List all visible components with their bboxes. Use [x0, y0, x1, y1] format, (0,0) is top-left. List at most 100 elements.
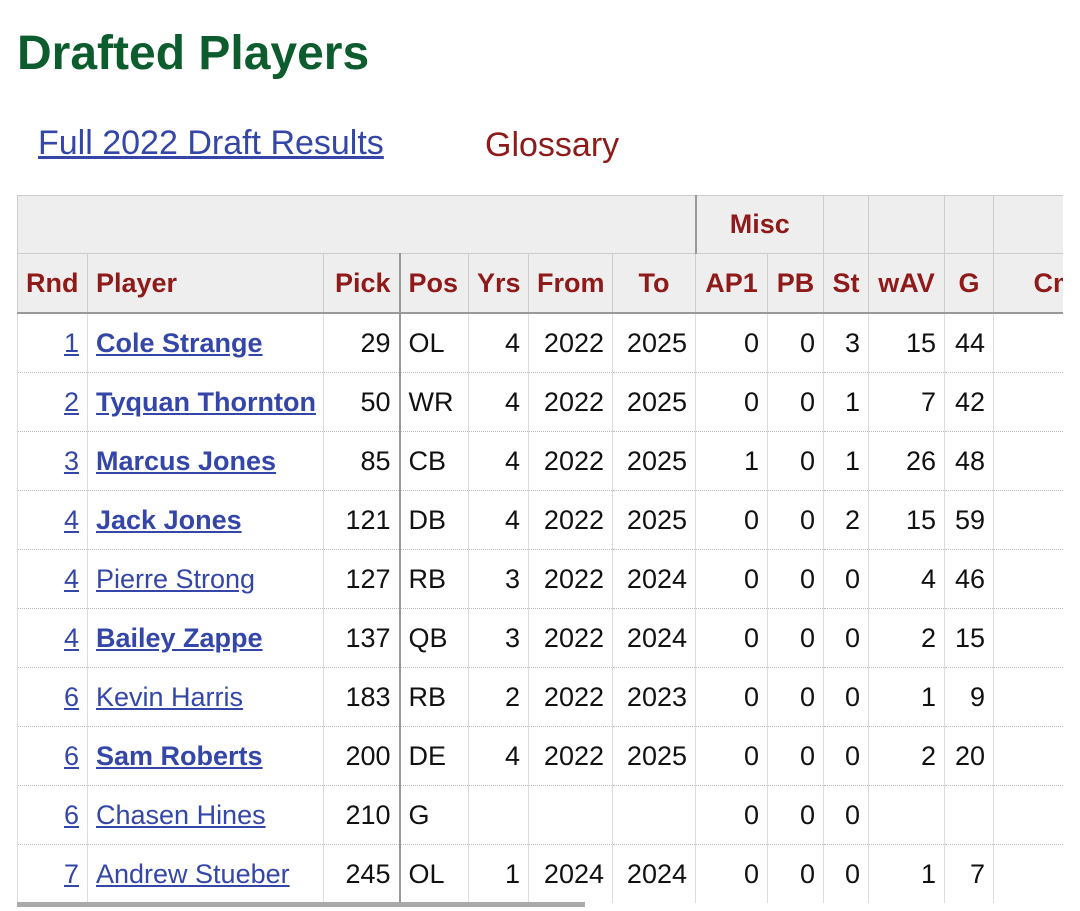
cell: Cole Strange [87, 313, 324, 373]
group-header-row: Misc [17, 195, 1063, 254]
player-link[interactable]: Cole Strange [96, 327, 263, 358]
cell: 0 [695, 372, 768, 432]
player-link[interactable]: Sam Roberts [96, 740, 263, 771]
cell: 20 [944, 726, 994, 786]
cell: 2022 [528, 549, 613, 609]
cell: 4 [468, 313, 529, 373]
cell: 15 [944, 608, 994, 668]
row: 6 Kevin Harris 183 RB 2 2022 2023 0 0 0 1 9 [17, 667, 1063, 727]
cell: DB [399, 490, 469, 550]
cell: 0 [767, 785, 824, 845]
cell: 0 [767, 667, 824, 727]
cell: Pierre Strong [87, 549, 324, 609]
row: 4 Jack Jones 121 DB 4 2022 2025 0 0 2 15 59 [17, 490, 1063, 550]
cell: 6 [17, 726, 88, 786]
cell: 0 [695, 726, 768, 786]
cell: RB [399, 667, 469, 727]
cell [993, 844, 1063, 903]
round-link[interactable]: 2 [63, 386, 79, 417]
player-link[interactable]: Pierre Strong [96, 563, 256, 594]
round-link[interactable]: 7 [63, 858, 79, 889]
column-header: Pick [323, 253, 401, 314]
cell: 0 [695, 313, 768, 373]
round-link[interactable]: 6 [63, 681, 79, 712]
cell: 2025 [612, 726, 696, 786]
column-header: Player [87, 253, 324, 314]
group-cell [944, 195, 994, 254]
cell: 0 [767, 726, 824, 786]
cell: 1 [695, 431, 768, 491]
cell: 0 [767, 490, 824, 550]
cell: 2024 [612, 844, 696, 903]
player-link[interactable]: Jack Jones [96, 504, 242, 535]
round-link[interactable]: 6 [63, 740, 79, 771]
round-link[interactable]: 6 [63, 799, 79, 830]
group-cell [993, 195, 1063, 254]
cell: 4 [17, 608, 88, 668]
player-link[interactable]: Tyquan Thornton [96, 386, 316, 417]
cell: 44 [944, 313, 994, 373]
cell: 0 [823, 785, 869, 845]
cell: 1 [823, 372, 869, 432]
round-link[interactable]: 3 [63, 445, 79, 476]
cell: 0 [767, 844, 824, 903]
cell: DE [399, 726, 469, 786]
cell: Andrew Stueber [87, 844, 324, 903]
cell: 2023 [612, 667, 696, 727]
cell [993, 785, 1063, 845]
cell: 42 [944, 372, 994, 432]
cell: 2024 [612, 549, 696, 609]
group-cell [868, 195, 945, 254]
cell: 85 [323, 431, 401, 491]
cell: Tyquan Thornton [87, 372, 324, 432]
player-link[interactable]: Chasen Hines [96, 799, 266, 830]
player-link[interactable]: Kevin Harris [96, 681, 244, 712]
cell: 0 [767, 372, 824, 432]
player-link[interactable]: Marcus Jones [96, 445, 277, 476]
cell: 0 [695, 608, 768, 668]
cell: 183 [323, 667, 401, 727]
cell: 4 [17, 490, 88, 550]
cell: Chasen Hines [87, 785, 324, 845]
round-link[interactable]: 1 [63, 327, 79, 358]
cell: 46 [944, 549, 994, 609]
cell: 2022 [528, 431, 613, 491]
row: 2 Tyquan Thornton 50 WR 4 2022 2025 0 0 1 7 42 [17, 372, 1063, 432]
cell: RB [399, 549, 469, 609]
cell: 4 [17, 549, 88, 609]
cell: 4 [468, 726, 529, 786]
cell: 0 [695, 549, 768, 609]
column-header: Pos [399, 253, 469, 314]
round-link[interactable]: 4 [63, 622, 79, 653]
cell: 2022 [528, 726, 613, 786]
glossary-link[interactable]: Glossary [485, 126, 620, 164]
scrollbar[interactable] [17, 902, 585, 907]
cell: 127 [323, 549, 401, 609]
cell [993, 549, 1063, 609]
cell [468, 785, 529, 845]
column-header: PB [767, 253, 824, 314]
cell: 1 [823, 431, 869, 491]
cell: 0 [823, 844, 869, 903]
round-link[interactable]: 4 [63, 504, 79, 535]
cell: 210 [323, 785, 401, 845]
player-link[interactable]: Bailey Zappe [96, 622, 263, 653]
cell [993, 431, 1063, 491]
column-header: Cmp [993, 253, 1063, 314]
cell [612, 785, 696, 845]
cell: 2022 [528, 608, 613, 668]
cell [993, 726, 1063, 786]
cell: CB [399, 431, 469, 491]
row: 4 Pierre Strong 127 RB 3 2022 2024 0 0 0 4 46 [17, 549, 1063, 609]
player-link[interactable]: Andrew Stueber [96, 858, 290, 889]
cell: 2025 [612, 431, 696, 491]
round-link[interactable]: 4 [63, 563, 79, 594]
cell: 200 [323, 726, 401, 786]
cell: 0 [767, 549, 824, 609]
cell: 0 [823, 726, 869, 786]
cell: 2025 [612, 372, 696, 432]
cell: 2 [17, 372, 88, 432]
draft-results-link[interactable]: Full 2022 Draft Results [38, 124, 384, 162]
cell: 4 [468, 372, 529, 432]
